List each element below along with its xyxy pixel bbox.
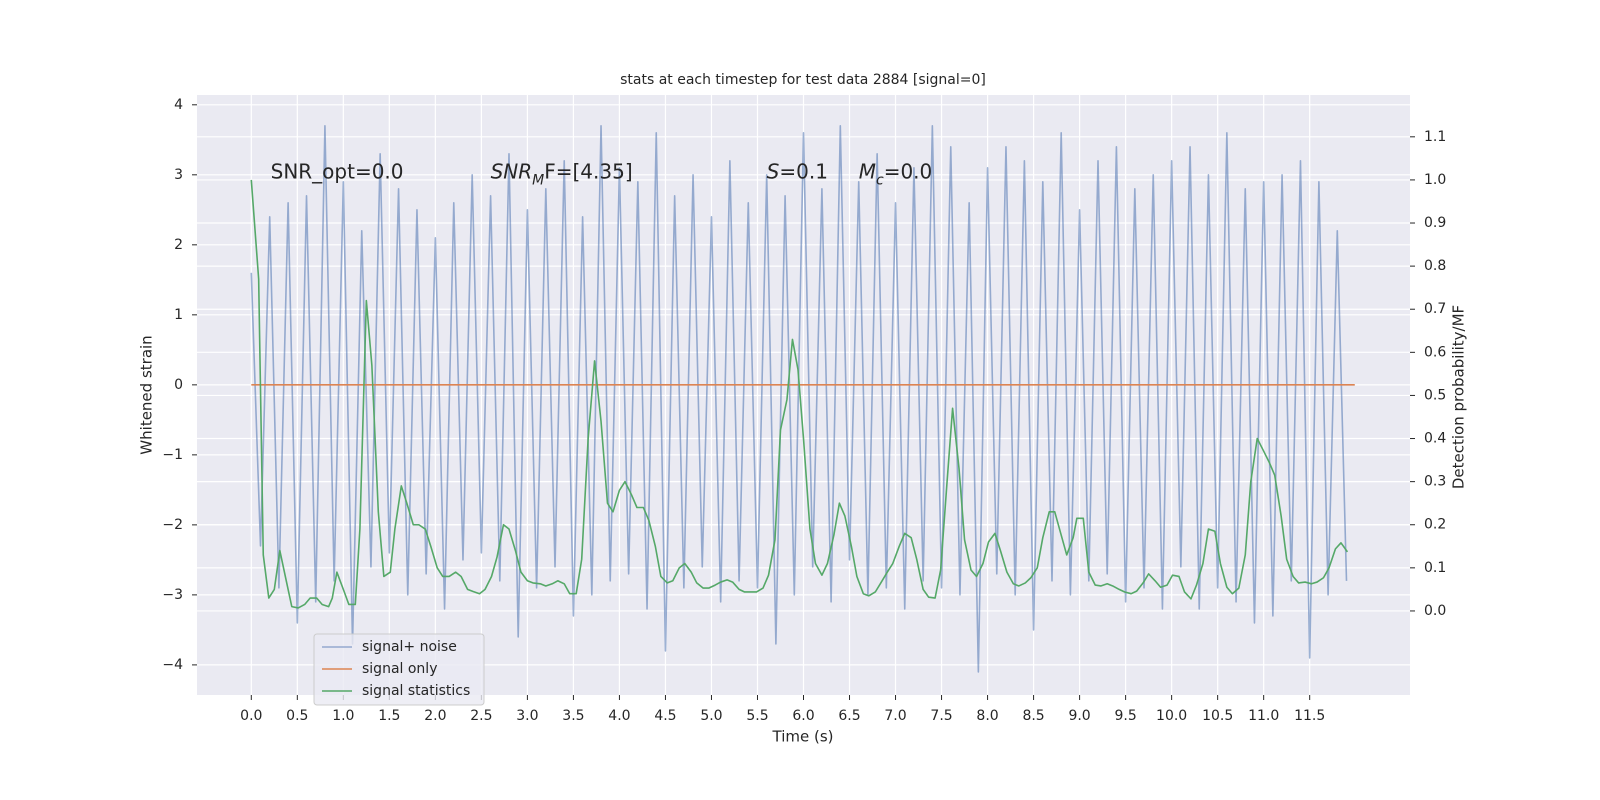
x-tick-label: 0.0 xyxy=(240,708,262,724)
axes: 0.0 0.5 1.0 1.5 2.0 2.5 3.0 3.5 4.0 4.5 5.0 5.5 6.0 6… xyxy=(162,97,1446,724)
y2-tick-label: 0.6 xyxy=(1424,344,1446,360)
legend-box xyxy=(313,633,485,706)
legend: signal+ noise signal only signal statistic… xyxy=(313,633,485,706)
x-tick-label: 9.5 xyxy=(1114,708,1136,724)
marks xyxy=(250,125,1355,673)
x-tick-label: 10.0 xyxy=(1156,708,1187,724)
x-tick-label: 8.5 xyxy=(1022,708,1044,724)
y-tick-label: 2 xyxy=(174,237,183,253)
x-tick-label: 7.5 xyxy=(930,708,952,724)
annotations: SNR_opt=0.0 SNRMF=[4.35] S=0.1 Mc=0.0 xyxy=(271,159,933,189)
y2-axis-label: Detection probability/MF xyxy=(1450,305,1468,489)
annotation-part: F=[4.35] xyxy=(544,159,632,183)
y2-tick-label: 1.0 xyxy=(1424,172,1446,188)
y-tick-label: −3 xyxy=(162,587,183,603)
y2-tick-label: 0.1 xyxy=(1424,560,1446,576)
x-tick-label: 1.5 xyxy=(378,708,400,724)
chart-title: stats at each timestep for test data 288… xyxy=(620,72,986,88)
y-tick-label: −1 xyxy=(162,447,183,463)
y-tick-label: 0 xyxy=(174,377,183,393)
x-tick-label: 11.0 xyxy=(1248,708,1279,724)
x-tick-label: 11.5 xyxy=(1294,708,1325,724)
x-tick-label: 6.5 xyxy=(838,708,860,724)
x-axis-label: Time (s) xyxy=(772,728,834,746)
y2-tick-label: 0.7 xyxy=(1424,301,1446,317)
annotation-part: =0.1 xyxy=(779,159,828,183)
annotation: SNR_opt=0.0 xyxy=(271,159,404,183)
y2-tick-label: 0.5 xyxy=(1424,387,1446,403)
x-tick-label: 9.0 xyxy=(1068,708,1090,724)
x-tick-label: 3.0 xyxy=(516,708,538,724)
y2-tick-label: 0.2 xyxy=(1424,517,1446,533)
y2-tick-label: 0.3 xyxy=(1424,474,1446,490)
series-line xyxy=(250,125,1348,673)
y2-tick-label: 0.8 xyxy=(1424,258,1446,274)
x-tick-label: 5.5 xyxy=(746,708,768,724)
annotation: SNRMF=[4.35] xyxy=(491,159,633,189)
y2-tick-label: 0.4 xyxy=(1424,431,1446,447)
annotation-part: SNR_opt=0.0 xyxy=(271,159,404,183)
x-tick-label: 5.0 xyxy=(700,708,722,724)
y-tick-label: 3 xyxy=(174,167,183,183)
x-tick-label: 1.0 xyxy=(332,708,354,724)
x-tick-label: 3.5 xyxy=(562,708,584,724)
x-tick-label: 0.5 xyxy=(286,708,308,724)
series-line xyxy=(250,179,1349,609)
y-tick-label: −2 xyxy=(162,517,183,533)
annotation-part: S xyxy=(767,159,780,183)
x-tick-label: 8.0 xyxy=(976,708,998,724)
annotation: Mc=0.0 xyxy=(859,159,933,189)
x-tick-label: 4.0 xyxy=(608,708,630,724)
y-tick-label: −4 xyxy=(162,657,183,673)
annotation-part: =0.0 xyxy=(884,159,933,183)
y2-tick-label: 1.1 xyxy=(1424,129,1446,145)
y2-tick-label: 0.9 xyxy=(1424,215,1446,231)
y-tick-label: 4 xyxy=(174,97,183,113)
annotation: S=0.1 xyxy=(767,159,828,183)
y-axis-label: Whitened strain xyxy=(138,335,156,454)
x-tick-label: 7.0 xyxy=(884,708,906,724)
annotation-part: M xyxy=(532,173,544,189)
legend-label: signal+ noise xyxy=(362,639,457,655)
annotation-part: SNR xyxy=(491,159,533,183)
y-tick-label: 1 xyxy=(174,307,183,323)
x-tick-label: 2.5 xyxy=(470,708,492,724)
annotation-part: M xyxy=(859,159,876,183)
legend-label: signal only xyxy=(362,661,437,677)
y2-tick-label: 0.0 xyxy=(1424,603,1446,619)
x-tick-label: 4.5 xyxy=(654,708,676,724)
annotation-part: c xyxy=(876,173,884,189)
legend-label: signal statistics xyxy=(362,683,470,699)
x-tick-label: 6.0 xyxy=(792,708,814,724)
x-tick-label: 2.0 xyxy=(424,708,446,724)
x-tick-label: 10.5 xyxy=(1202,708,1233,724)
